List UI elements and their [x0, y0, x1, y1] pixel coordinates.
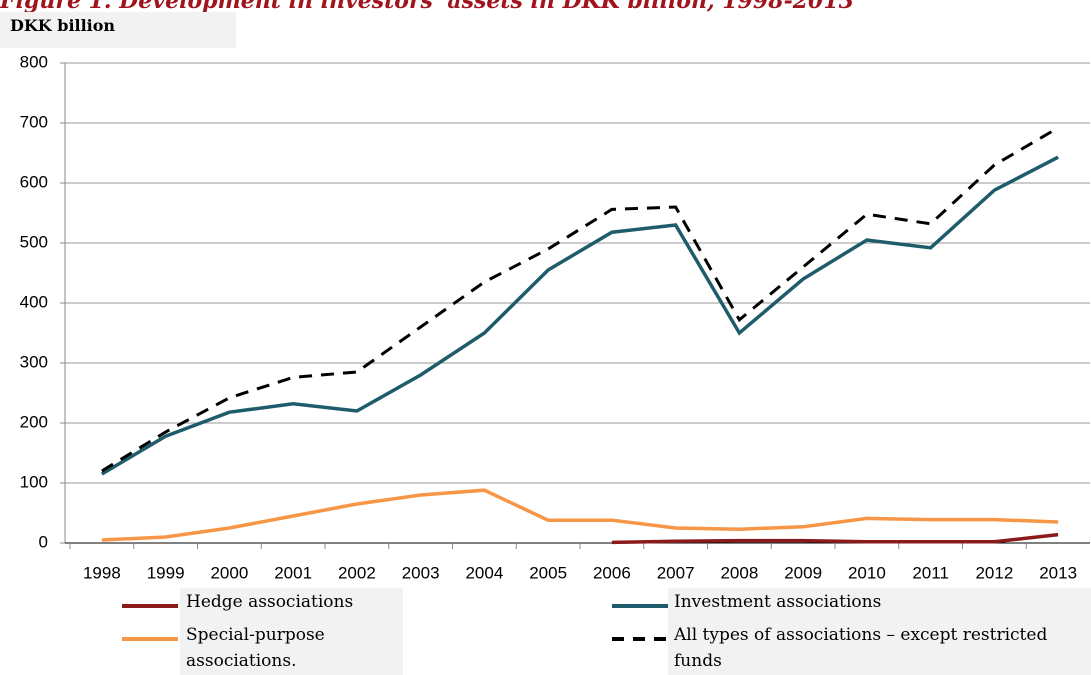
x-tick-label: 2009	[784, 563, 822, 582]
x-tick-label: 2008	[720, 563, 758, 582]
y-tick-label: 200	[20, 412, 48, 431]
x-tick-label: 2001	[274, 563, 312, 582]
x-tick-label: 2000	[210, 563, 248, 582]
x-tick-label: 2011	[912, 563, 949, 582]
y-tick-label: 700	[20, 112, 48, 131]
x-tick-label: 2006	[593, 563, 631, 582]
y-tick-label: 600	[20, 172, 48, 191]
y-tick-label: 100	[20, 472, 48, 491]
y-tick-label: 0	[39, 532, 48, 551]
y-tick-label: 800	[20, 52, 48, 71]
x-tick-label: 2005	[529, 563, 567, 582]
legend-background	[180, 588, 403, 675]
legend-label: Hedge associations	[186, 592, 354, 612]
x-tick-label: 2002	[338, 563, 376, 582]
x-tick-label: 2007	[657, 563, 695, 582]
series-line	[101, 126, 1059, 473]
chart-title: Figure 1. Development in investors' asse…	[0, 0, 854, 14]
legend-label: Special-purpose associations.	[186, 625, 325, 671]
x-tick-label: 1998	[83, 563, 121, 582]
series-line	[100, 155, 1059, 476]
y-axis-label: DKK billion	[0, 12, 236, 48]
series-line	[611, 532, 1059, 545]
y-tick-label: 300	[20, 352, 48, 371]
y-tick-label: 400	[20, 292, 48, 311]
x-tick-label: 2012	[975, 563, 1013, 582]
x-tick-label: 2003	[402, 563, 440, 582]
x-tick-label: 1999	[147, 563, 185, 582]
legend-background	[668, 588, 1091, 675]
y-tick-label: 500	[20, 232, 48, 251]
x-tick-label: 2010	[848, 563, 886, 582]
x-tick-label: 2013	[1039, 563, 1077, 582]
series-line	[101, 488, 1059, 542]
legend-label: Investment associations	[674, 592, 882, 612]
x-tick-label: 2004	[465, 563, 503, 582]
legend-label: All types of associations – except restr…	[674, 625, 1048, 671]
